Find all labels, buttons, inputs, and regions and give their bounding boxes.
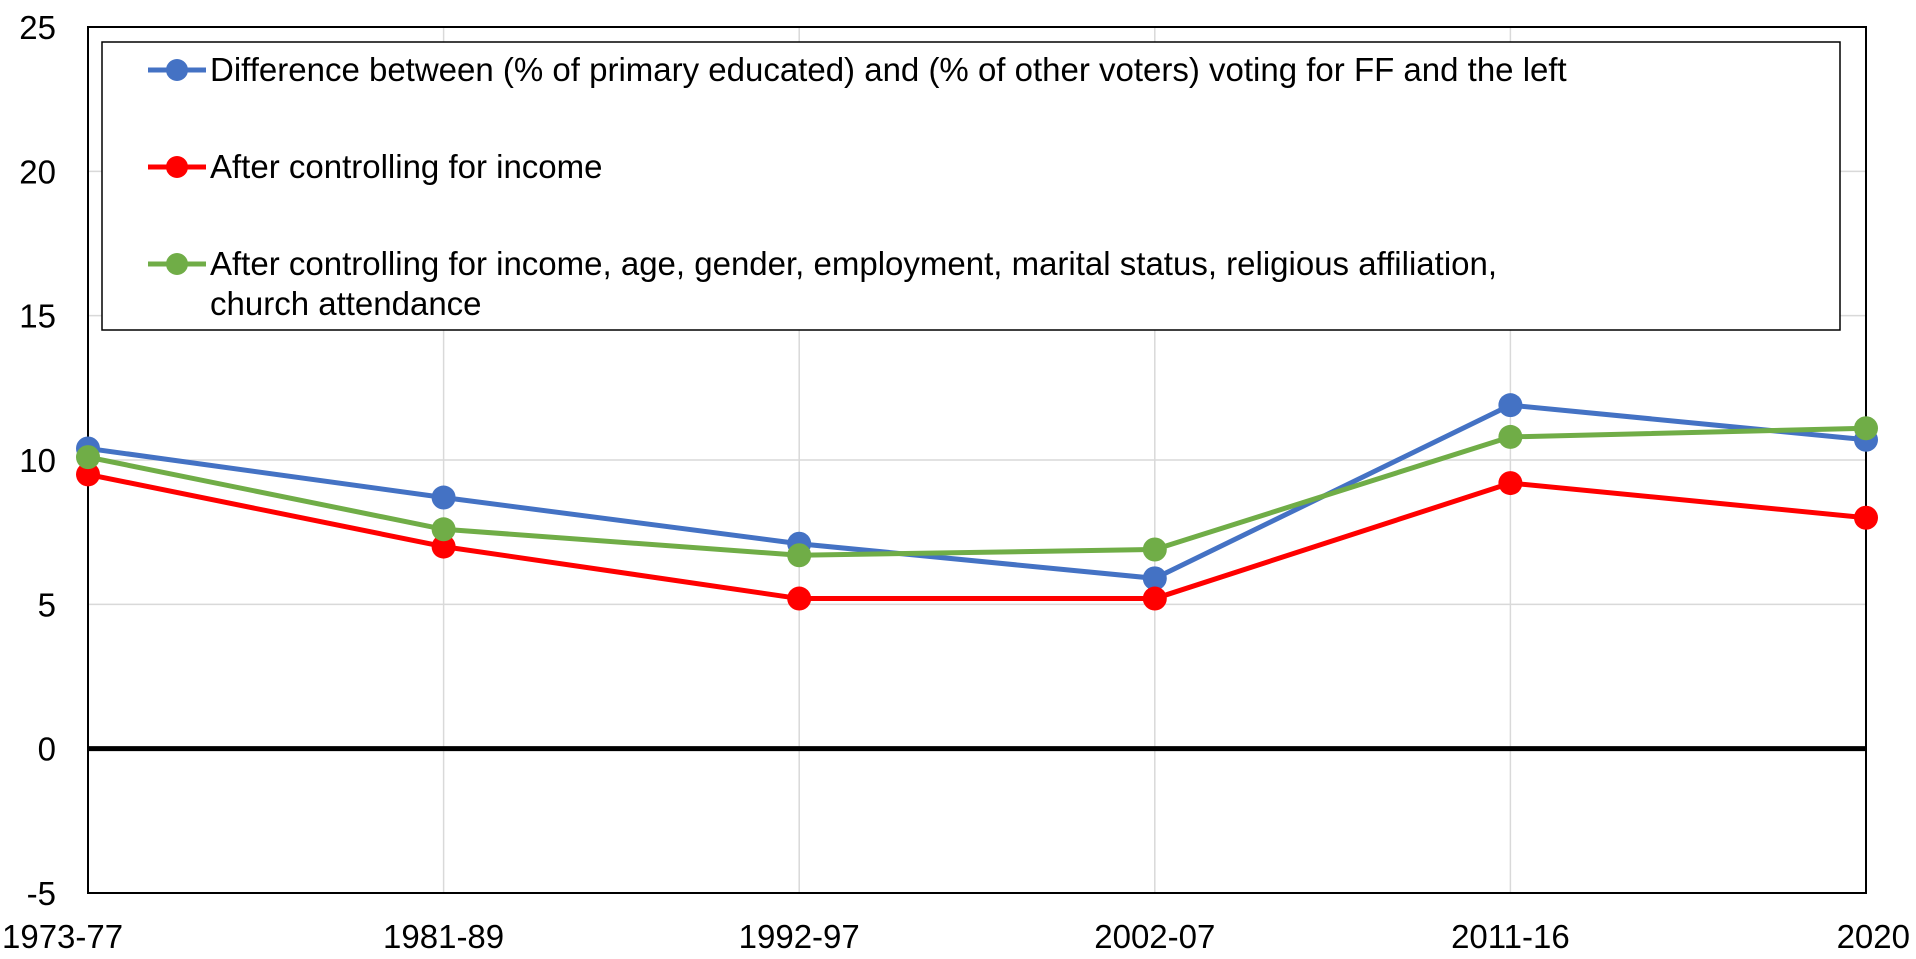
- y-tick-label: 25: [19, 9, 56, 46]
- x-tick-label: 2011-16: [1451, 918, 1570, 955]
- x-tick-label: 2002-07: [1094, 918, 1215, 955]
- legend-label: Difference between (% of primary educate…: [210, 51, 1567, 88]
- series-2: [76, 462, 1878, 611]
- legend-label: After controlling for income, age, gende…: [210, 245, 1497, 322]
- x-tick-label: 2020: [1837, 918, 1910, 955]
- y-tick-label: 5: [38, 586, 56, 623]
- x-tick-label: 1973-77: [2, 918, 123, 955]
- data-point: [1142, 566, 1167, 591]
- legend-marker: [166, 253, 188, 275]
- data-point: [1498, 424, 1523, 449]
- data-point: [431, 534, 456, 559]
- series-line: [87, 425, 1867, 558]
- legend-box: [101, 41, 1841, 331]
- x-tick-label: 1992-97: [739, 918, 860, 955]
- data-point: [1854, 416, 1878, 441]
- series-3: [76, 416, 1878, 568]
- data-point: [1498, 393, 1523, 418]
- data-point: [431, 517, 456, 542]
- series-line: [87, 471, 1867, 602]
- y-tick-label: -5: [27, 875, 56, 912]
- x-axis-tick-labels: 1973-77 1981-89 1992-97 2002-07 2011-16 2020: [2, 918, 1910, 955]
- data-point: [787, 586, 812, 611]
- legend-item-2: After controlling for income: [148, 148, 603, 185]
- data-point: [76, 445, 100, 470]
- data-point: [1498, 471, 1523, 496]
- legend: Difference between (% of primary educate…: [101, 41, 1841, 331]
- y-tick-label: 20: [19, 153, 56, 190]
- data-point: [76, 462, 100, 487]
- data-point: [1142, 537, 1167, 562]
- y-tick-label: 10: [19, 442, 56, 479]
- legend-item-1: Difference between (% of primary educate…: [148, 51, 1567, 88]
- y-axis-tick-labels: -5 0 5 10 15 20 25: [19, 9, 56, 912]
- legend-marker: [166, 59, 188, 81]
- y-tick-label: 0: [38, 731, 56, 768]
- legend-item-3: After controlling for income, age, gende…: [148, 245, 1497, 322]
- legend-marker: [166, 156, 188, 178]
- series-layer: [76, 393, 1878, 611]
- x-tick-label: 1981-89: [383, 918, 504, 955]
- legend-label: After controlling for income: [210, 148, 603, 185]
- y-tick-label: 15: [19, 298, 56, 335]
- series-line: [87, 402, 1867, 581]
- data-point: [431, 485, 456, 510]
- data-point: [1142, 586, 1167, 611]
- data-point: [787, 543, 812, 568]
- data-point: [1854, 505, 1878, 530]
